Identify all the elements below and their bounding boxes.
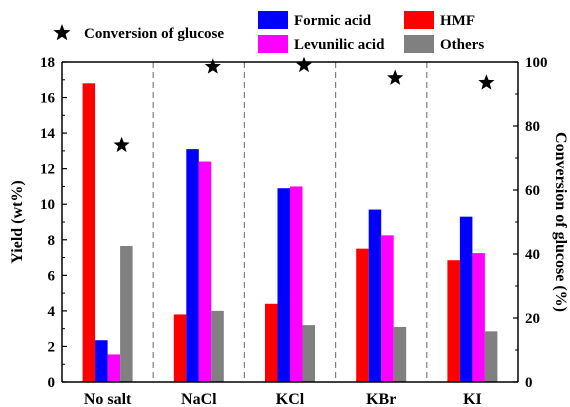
bar-hmf-1	[173, 314, 187, 382]
bar-levunilic-acid-3	[381, 235, 394, 382]
y2-tick-label: 40	[525, 247, 540, 263]
y-tick-label: 4	[48, 304, 56, 320]
y-tick-label: 6	[48, 268, 56, 284]
bar-others-2	[302, 325, 315, 382]
conversion-star-0	[113, 136, 130, 153]
legend: Conversion of glucose Formic acid HMF Levun…	[53, 11, 484, 53]
bar-others-0	[120, 246, 133, 382]
y2-tick-label: 100	[525, 55, 548, 71]
bar-hmf-2	[265, 303, 278, 382]
bar-levunilic-acid-1	[198, 161, 212, 382]
category-label: KCl	[276, 391, 305, 407]
y2-tick-label: 0	[525, 375, 533, 391]
legend-swatch-others	[404, 35, 434, 53]
legend-label-conversion-of-glucose: Conversion of glucose	[84, 26, 224, 42]
bar-formic-acid-2	[277, 188, 290, 382]
category-label: NaCl	[181, 391, 217, 407]
legend-label-levunilic-acid: Levunilic acid	[294, 37, 385, 53]
conversion-star-2	[295, 56, 313, 73]
bar-levunilic-acid-0	[107, 354, 121, 382]
legend-swatch-levunilic-acid	[258, 35, 288, 53]
y-tick-label: 8	[48, 233, 56, 249]
category-label: KI	[463, 391, 482, 407]
bar-levunilic-acid-2	[290, 186, 303, 382]
y-tick-label: 10	[40, 197, 55, 213]
legend-swatch-formic-acid	[258, 11, 288, 29]
y-tick-label: 12	[40, 162, 55, 178]
conversion-star-3	[387, 69, 404, 85]
bar-levunilic-acid-4	[472, 253, 485, 382]
bar-hmf-0	[82, 83, 96, 382]
plot-area: 0 2 4 6 8 10 12 14 16 18 0 20 40 60 80 100 No salt NaCl KC…	[40, 55, 548, 407]
y-axis-title: Yield (wt%)	[9, 180, 26, 263]
legend-label-hmf: HMF	[440, 13, 475, 29]
legend-label-others: Others	[440, 37, 484, 53]
legend-swatch-conversion-of-glucose	[53, 24, 71, 41]
category-label: KBr	[366, 391, 396, 407]
bar-formic-acid-3	[368, 209, 382, 382]
conversion-star-1	[204, 58, 221, 74]
y-tick-label: 0	[48, 375, 56, 391]
category-label: No salt	[84, 391, 132, 407]
bar-hmf-4	[447, 260, 460, 382]
bar-others-4	[484, 331, 498, 382]
y2-axis-title: Conversion of glucose (%)	[552, 132, 569, 312]
bar-hmf-3	[356, 248, 369, 382]
y2-tick-label: 80	[525, 119, 540, 135]
y2-tick-label: 60	[525, 183, 540, 199]
bar-others-3	[393, 326, 407, 382]
conversion-star-4	[478, 74, 495, 90]
bar-formic-acid-0	[95, 340, 108, 382]
bar-formic-acid-1	[186, 149, 199, 382]
legend-label-formic-acid: Formic acid	[294, 13, 372, 29]
bar-formic-acid-4	[459, 216, 473, 382]
y-tick-label: 14	[40, 126, 56, 142]
y-tick-label: 2	[48, 339, 56, 355]
y2-tick-label: 20	[525, 311, 540, 327]
y-tick-label: 16	[40, 91, 56, 107]
y-tick-label: 18	[40, 55, 55, 71]
bar-others-1	[211, 310, 224, 382]
legend-swatch-hmf	[404, 11, 434, 29]
